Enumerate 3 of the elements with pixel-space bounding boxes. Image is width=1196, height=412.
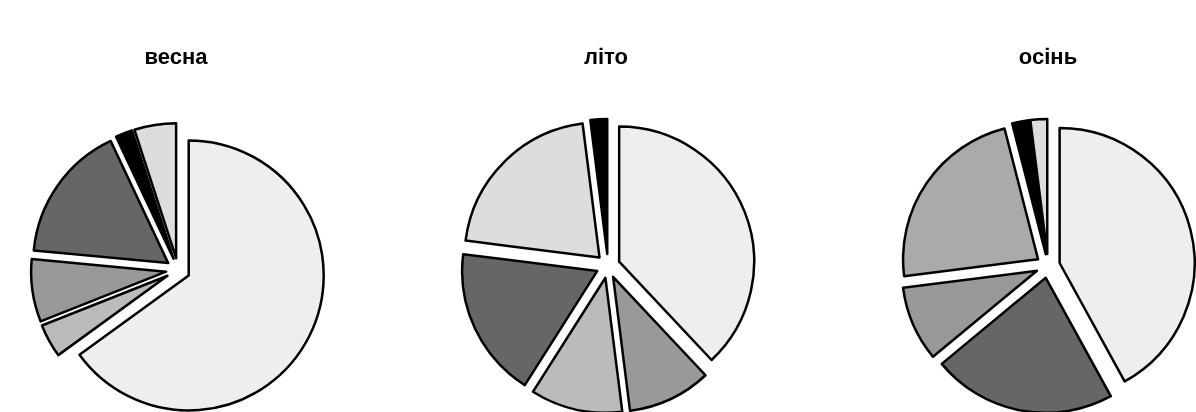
chart-title: весна xyxy=(144,44,209,69)
chart-title: літо xyxy=(583,44,629,69)
chart-title: осінь xyxy=(1018,44,1078,69)
